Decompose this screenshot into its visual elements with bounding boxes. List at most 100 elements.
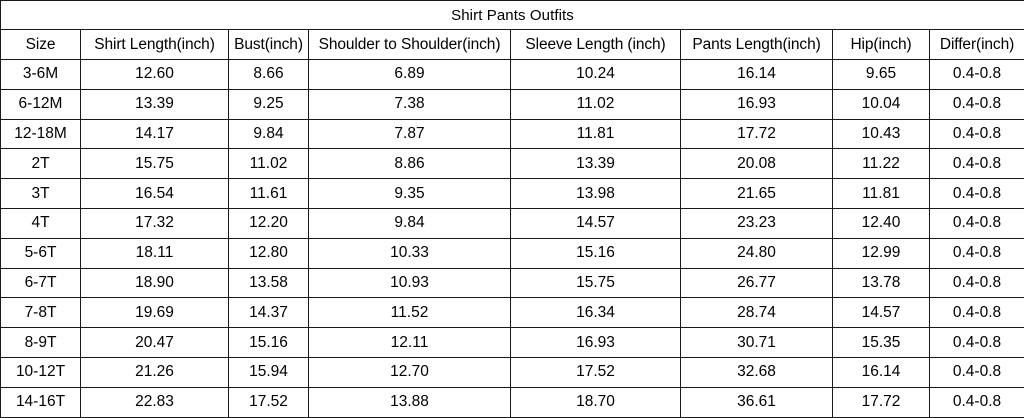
cell-size: 6-12M: [1, 89, 81, 119]
cell-sleeve: 11.81: [511, 119, 681, 149]
cell-bust: 15.16: [229, 328, 309, 358]
cell-shoulder: 9.84: [309, 208, 511, 238]
cell-hip: 11.81: [833, 179, 930, 209]
cell-hip: 13.78: [833, 268, 930, 298]
cell-bust: 8.66: [229, 60, 309, 90]
cell-differ: 0.4-0.8: [930, 328, 1024, 358]
cell-size: 7-8T: [1, 298, 81, 328]
cell-hip: 10.04: [833, 89, 930, 119]
column-header-hip: Hip(inch): [833, 30, 930, 60]
cell-shirtlen: 19.69: [81, 298, 229, 328]
cell-bust: 9.84: [229, 119, 309, 149]
cell-size: 8-9T: [1, 328, 81, 358]
cell-sleeve: 16.93: [511, 328, 681, 358]
cell-shirtlen: 16.54: [81, 179, 229, 209]
cell-differ: 0.4-0.8: [930, 268, 1024, 298]
cell-shirtlen: 21.26: [81, 357, 229, 387]
cell-pantslen: 16.93: [681, 89, 833, 119]
cell-shoulder: 6.89: [309, 60, 511, 90]
cell-pantslen: 16.14: [681, 60, 833, 90]
cell-size: 10-12T: [1, 357, 81, 387]
cell-pantslen: 20.08: [681, 149, 833, 179]
cell-hip: 14.57: [833, 298, 930, 328]
cell-size: 2T: [1, 149, 81, 179]
cell-sleeve: 17.52: [511, 357, 681, 387]
column-header-size: Size: [1, 30, 81, 60]
cell-hip: 12.40: [833, 208, 930, 238]
cell-hip: 16.14: [833, 357, 930, 387]
column-header-sleeve: Sleeve Length (inch): [511, 30, 681, 60]
title-row: Shirt Pants Outfits: [1, 1, 1024, 30]
cell-shirtlen: 13.39: [81, 89, 229, 119]
cell-shoulder: 8.86: [309, 149, 511, 179]
cell-bust: 11.02: [229, 149, 309, 179]
cell-size: 3T: [1, 179, 81, 209]
cell-size: 5-6T: [1, 238, 81, 268]
cell-bust: 15.94: [229, 357, 309, 387]
chart-title: Shirt Pants Outfits: [1, 1, 1024, 30]
column-header-shoulder: Shoulder to Shoulder(inch): [309, 30, 511, 60]
cell-bust: 13.58: [229, 268, 309, 298]
cell-pantslen: 17.72: [681, 119, 833, 149]
cell-shirtlen: 15.75: [81, 149, 229, 179]
column-header-differ: Differ(inch): [930, 30, 1024, 60]
cell-shirtlen: 14.17: [81, 119, 229, 149]
cell-shoulder: 7.87: [309, 119, 511, 149]
cell-bust: 14.37: [229, 298, 309, 328]
cell-pantslen: 30.71: [681, 328, 833, 358]
cell-shirtlen: 17.32: [81, 208, 229, 238]
cell-shoulder: 9.35: [309, 179, 511, 209]
cell-differ: 0.4-0.8: [930, 179, 1024, 209]
column-header-shirtlen: Shirt Length(inch): [81, 30, 229, 60]
cell-pantslen: 24.80: [681, 238, 833, 268]
cell-hip: 9.65: [833, 60, 930, 90]
cell-differ: 0.4-0.8: [930, 60, 1024, 90]
cell-shoulder: 11.52: [309, 298, 511, 328]
cell-shirtlen: 18.11: [81, 238, 229, 268]
cell-pantslen: 26.77: [681, 268, 833, 298]
cell-differ: 0.4-0.8: [930, 238, 1024, 268]
cell-shirtlen: 18.90: [81, 268, 229, 298]
cell-hip: 12.99: [833, 238, 930, 268]
cell-shoulder: 12.11: [309, 328, 511, 358]
cell-differ: 0.4-0.8: [930, 298, 1024, 328]
cell-sleeve: 13.98: [511, 179, 681, 209]
column-header-bust: Bust(inch): [229, 30, 309, 60]
cell-pantslen: 21.65: [681, 179, 833, 209]
cell-bust: 9.25: [229, 89, 309, 119]
cell-differ: 0.4-0.8: [930, 208, 1024, 238]
cell-pantslen: 32.68: [681, 357, 833, 387]
cell-bust: 12.80: [229, 238, 309, 268]
cell-hip: 11.22: [833, 149, 930, 179]
cell-sleeve: 14.57: [511, 208, 681, 238]
cell-shoulder: 12.70: [309, 357, 511, 387]
cell-size: 6-7T: [1, 268, 81, 298]
cell-pantslen: 23.23: [681, 208, 833, 238]
cell-hip: 10.43: [833, 119, 930, 149]
cell-sleeve: 15.16: [511, 238, 681, 268]
cell-differ: 0.4-0.8: [930, 119, 1024, 149]
cell-shoulder: 10.33: [309, 238, 511, 268]
cell-differ: 0.4-0.8: [930, 149, 1024, 179]
cell-pantslen: 28.74: [681, 298, 833, 328]
cell-differ: 0.4-0.8: [930, 357, 1024, 387]
cell-shirtlen: 20.47: [81, 328, 229, 358]
cell-size: 12-18M: [1, 119, 81, 149]
cell-sleeve: 11.02: [511, 89, 681, 119]
cell-shoulder: 10.93: [309, 268, 511, 298]
cell-size: 3-6M: [1, 60, 81, 90]
cell-sleeve: 13.39: [511, 149, 681, 179]
cell-shirtlen: 12.60: [81, 60, 229, 90]
